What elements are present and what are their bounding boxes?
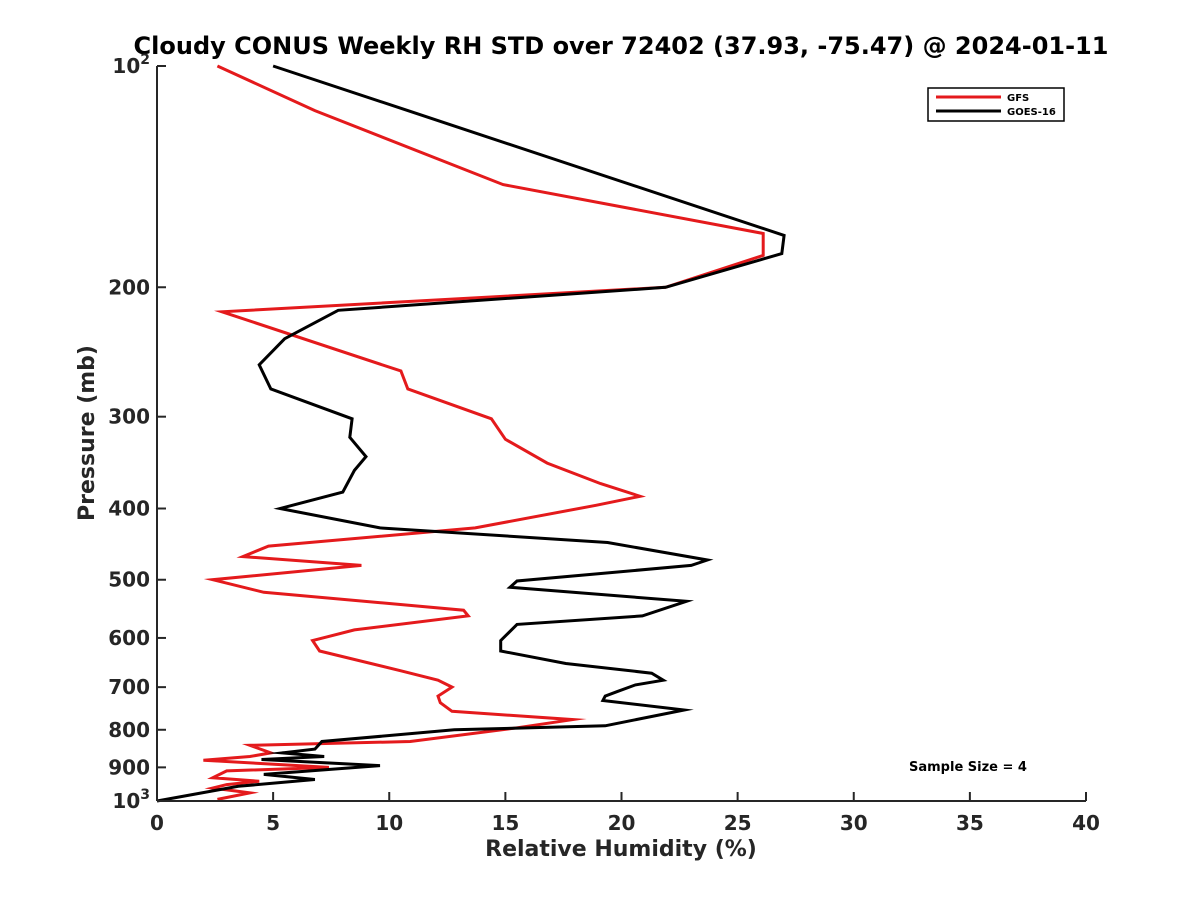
legend-label-gfs: GFS [1007, 93, 1029, 104]
x-tick-label: 10 [375, 811, 403, 835]
y-tick-label: 102 [112, 52, 150, 78]
legend-label-goes-16: GOES-16 [1007, 107, 1056, 118]
x-axis-label: Relative Humidity (%) [485, 837, 757, 862]
y-tick-label: 200 [108, 275, 150, 299]
legend-box [927, 87, 1065, 122]
chart-title: Cloudy CONUS Weekly RH STD over 72402 (3… [134, 32, 1109, 60]
y-tick-label: 800 [108, 718, 150, 742]
y-tick-label: 600 [108, 626, 150, 650]
plot-area: 0 5 10 15 20 25 30 35 40 102 200 300 400 500 600 700 800… [108, 52, 1100, 835]
x-tick-label: 15 [491, 811, 519, 835]
sample-size-annotation: Sample Size = 4 [909, 760, 1027, 775]
y-tick-label: 500 [108, 568, 150, 592]
x-tick-label: 35 [956, 811, 984, 835]
y-tick-label: 700 [108, 675, 150, 699]
y-tick-label: 400 [108, 497, 150, 521]
x-tick-label: 30 [840, 811, 868, 835]
x-tick-label: 25 [724, 811, 752, 835]
x-tick-label: 0 [150, 811, 164, 835]
legend: GFS GOES-16 [927, 87, 1065, 122]
x-tick-label: 20 [608, 811, 636, 835]
y-axis-label: Pressure (mb) [75, 345, 100, 521]
y-tick-label: 900 [108, 755, 150, 779]
series-line-goes-16 [156, 64, 786, 803]
x-tick-label: 5 [266, 811, 280, 835]
y-tick-label: 300 [108, 405, 150, 429]
x-tick-label: 40 [1072, 811, 1100, 835]
y-tick-label: 103 [112, 787, 150, 813]
series-line-gfs [203, 64, 765, 801]
